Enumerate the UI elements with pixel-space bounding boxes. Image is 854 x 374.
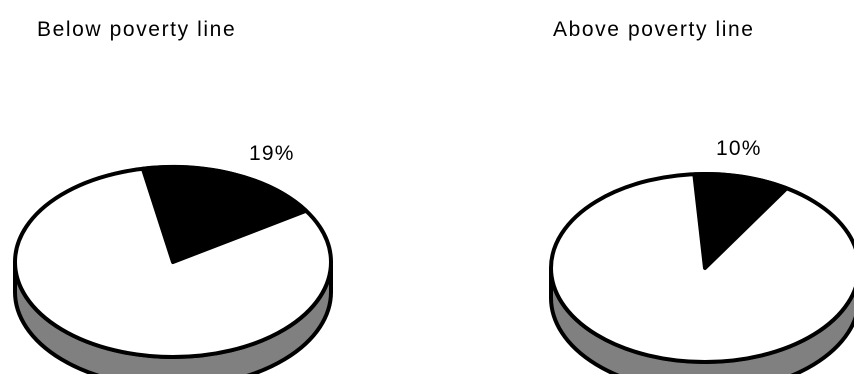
pie-chart-above-poverty: 10%	[549, 137, 854, 374]
pie-slice-above-poverty	[692, 171, 789, 270]
chart-title-above-poverty: Above poverty line	[553, 18, 755, 41]
pie-slice-below-poverty	[140, 164, 309, 264]
pie-label-below-poverty: 19%	[249, 142, 295, 165]
pie-chart-below-poverty: 19%	[13, 142, 333, 374]
chart-title-below-poverty: Below poverty line	[37, 18, 237, 41]
pie-label-above-poverty: 10%	[716, 137, 762, 160]
